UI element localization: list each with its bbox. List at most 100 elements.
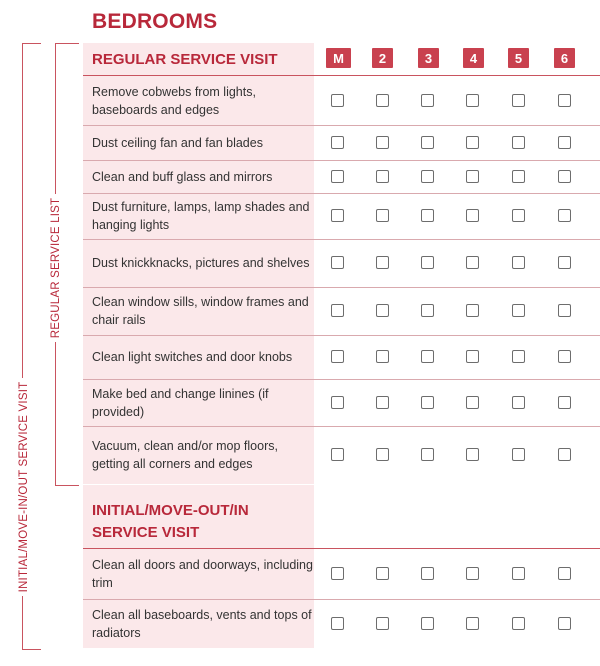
row-divider bbox=[83, 379, 600, 380]
checkbox-6[interactable] bbox=[558, 93, 571, 107]
checkbox-6[interactable] bbox=[558, 256, 571, 269]
checkbox-4[interactable] bbox=[466, 616, 479, 630]
checkbox-m[interactable] bbox=[331, 616, 344, 630]
checkbox-5[interactable] bbox=[512, 93, 525, 107]
column-header-m: M bbox=[326, 48, 351, 68]
checkbox-2[interactable] bbox=[376, 350, 389, 363]
outer-side-label: INITIAL/MOVE-IN/OUT SERVICE VISIT bbox=[18, 317, 30, 657]
checkbox-5[interactable] bbox=[512, 616, 525, 630]
initial-task-row: Clean all baseboards, vents and tops of … bbox=[83, 599, 600, 648]
checkbox-3[interactable] bbox=[421, 135, 434, 149]
initial-heading-line1: INITIAL/MOVE-OUT/IN bbox=[92, 502, 249, 519]
task-label: Make bed and change linines (if provided… bbox=[92, 386, 269, 419]
task-label: Dust furniture, lamps, lamp shades and h… bbox=[92, 200, 310, 232]
inner-side-label: REGULAR SERVICE LIST bbox=[50, 193, 62, 343]
checkbox-6[interactable] bbox=[558, 209, 571, 222]
row-divider bbox=[83, 599, 600, 600]
checkbox-6[interactable] bbox=[558, 448, 571, 461]
row-divider bbox=[83, 160, 600, 161]
checkbox-2[interactable] bbox=[376, 256, 389, 269]
checkbox-2[interactable] bbox=[376, 395, 389, 409]
checkbox-4[interactable] bbox=[466, 350, 479, 363]
checkbox-5[interactable] bbox=[512, 395, 525, 409]
checkbox-5[interactable] bbox=[512, 169, 525, 183]
checkbox-3[interactable] bbox=[421, 616, 434, 630]
initial-section-heading: INITIAL/MOVE-OUT/IN SERVICE VISIT bbox=[92, 500, 249, 544]
regular-heading-rule bbox=[83, 75, 600, 76]
checkbox-6[interactable] bbox=[558, 135, 571, 149]
checkbox-m[interactable] bbox=[331, 567, 344, 580]
checkbox-4[interactable] bbox=[466, 169, 479, 183]
column-header-3: 3 bbox=[418, 48, 439, 68]
checkbox-4[interactable] bbox=[466, 209, 479, 222]
checkbox-3[interactable] bbox=[421, 256, 434, 269]
regular-task-row: Clean light switches and door knobs bbox=[83, 335, 600, 379]
checkbox-4[interactable] bbox=[466, 567, 479, 580]
checkbox-2[interactable] bbox=[376, 616, 389, 630]
checkbox-m[interactable] bbox=[331, 256, 344, 269]
checkbox-2[interactable] bbox=[376, 135, 389, 149]
checkbox-5[interactable] bbox=[512, 256, 525, 269]
checkbox-3[interactable] bbox=[421, 448, 434, 461]
checkbox-5[interactable] bbox=[512, 448, 525, 461]
task-label: Clean window sills, window frames and ch… bbox=[92, 295, 309, 327]
regular-task-row: Dust ceiling fan and fan blades bbox=[83, 125, 600, 160]
checkbox-2[interactable] bbox=[376, 209, 389, 222]
checkbox-6[interactable] bbox=[558, 350, 571, 363]
checkbox-m[interactable] bbox=[331, 209, 344, 222]
checkbox-4[interactable] bbox=[466, 304, 479, 317]
checkbox-5[interactable] bbox=[512, 304, 525, 317]
checkbox-m[interactable] bbox=[331, 395, 344, 409]
row-divider bbox=[83, 125, 600, 126]
checkbox-3[interactable] bbox=[421, 395, 434, 409]
checkbox-6[interactable] bbox=[558, 616, 571, 630]
task-label: Clean and buff glass and mirrors bbox=[92, 169, 273, 184]
checkbox-6[interactable] bbox=[558, 395, 571, 409]
checkbox-4[interactable] bbox=[466, 395, 479, 409]
row-divider bbox=[83, 287, 600, 288]
checkbox-6[interactable] bbox=[558, 304, 571, 317]
initial-task-row: Clean all doors and doorways, including … bbox=[83, 549, 600, 599]
regular-section-heading: REGULAR SERVICE VISIT bbox=[92, 51, 278, 68]
checkbox-m[interactable] bbox=[331, 448, 344, 461]
regular-task-row: Remove cobwebs from lights, baseboards a… bbox=[83, 76, 600, 125]
checkbox-6[interactable] bbox=[558, 567, 571, 580]
regular-task-row: Vacuum, clean and/or mop floors, getting… bbox=[83, 426, 600, 484]
checkbox-4[interactable] bbox=[466, 256, 479, 269]
checkbox-m[interactable] bbox=[331, 304, 344, 317]
row-divider bbox=[83, 426, 600, 427]
checkbox-5[interactable] bbox=[512, 135, 525, 149]
checkbox-4[interactable] bbox=[466, 93, 479, 107]
checkbox-m[interactable] bbox=[331, 350, 344, 363]
task-label: Vacuum, clean and/or mop floors, getting… bbox=[92, 439, 278, 471]
checkbox-3[interactable] bbox=[421, 169, 434, 183]
checkbox-2[interactable] bbox=[376, 93, 389, 107]
checkbox-3[interactable] bbox=[421, 93, 434, 107]
row-divider bbox=[83, 335, 600, 336]
checkbox-m[interactable] bbox=[331, 135, 344, 149]
checkbox-3[interactable] bbox=[421, 350, 434, 363]
checkbox-4[interactable] bbox=[466, 448, 479, 461]
checkbox-2[interactable] bbox=[376, 169, 389, 183]
checkbox-m[interactable] bbox=[331, 169, 344, 183]
checkbox-2[interactable] bbox=[376, 304, 389, 317]
checkbox-3[interactable] bbox=[421, 209, 434, 222]
outer-bracket bbox=[22, 43, 41, 650]
row-divider bbox=[83, 239, 600, 240]
initial-label-panel bbox=[83, 485, 314, 648]
checkbox-2[interactable] bbox=[376, 567, 389, 580]
checkbox-5[interactable] bbox=[512, 209, 525, 222]
checkbox-3[interactable] bbox=[421, 567, 434, 580]
checkbox-2[interactable] bbox=[376, 448, 389, 461]
checkbox-5[interactable] bbox=[512, 350, 525, 363]
column-header-6: 6 bbox=[554, 48, 575, 68]
regular-task-row: Dust furniture, lamps, lamp shades and h… bbox=[83, 193, 600, 239]
regular-label-panel bbox=[83, 43, 314, 484]
regular-task-row: Clean and buff glass and mirrors bbox=[83, 160, 600, 193]
checkbox-6[interactable] bbox=[558, 169, 571, 183]
regular-task-row: Make bed and change linines (if provided… bbox=[83, 379, 600, 426]
checkbox-3[interactable] bbox=[421, 304, 434, 317]
checkbox-m[interactable] bbox=[331, 93, 344, 107]
checkbox-5[interactable] bbox=[512, 567, 525, 580]
checkbox-4[interactable] bbox=[466, 135, 479, 149]
